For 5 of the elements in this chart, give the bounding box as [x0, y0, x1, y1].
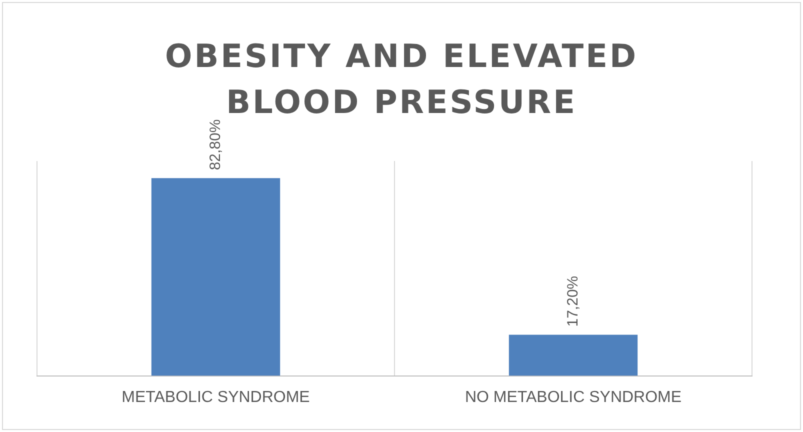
data-label: 82,80% — [206, 119, 224, 170]
x-tick-label: NO METABOLIC SYNDROME — [464, 388, 682, 406]
data-label: 17,20% — [564, 276, 582, 327]
x-tick-label: METABOLIC SYNDROME — [122, 388, 310, 406]
chart-title: OBESITY AND ELEVATED BLOOD PRESSURE — [164, 36, 640, 121]
